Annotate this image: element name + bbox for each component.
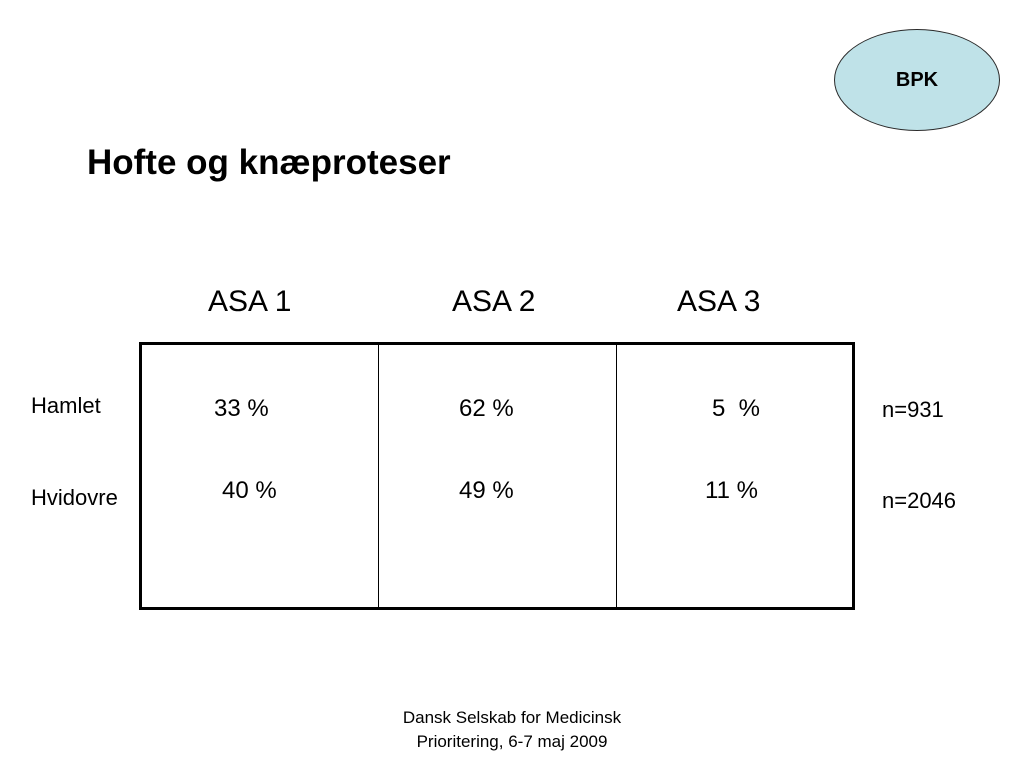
data-table-frame bbox=[139, 342, 855, 610]
sample-size-hvidovre: n=2046 bbox=[882, 488, 957, 513]
footer-line-2: Prioritering, 6-7 maj 2009 bbox=[416, 732, 608, 751]
slide-title: Hofte og knæproteser bbox=[87, 143, 451, 182]
cell-hamlet-asa-1: 33 % bbox=[214, 395, 269, 422]
cell-hvidovre-asa-1: 40 % bbox=[222, 477, 277, 504]
footer: Dansk Selskab for Medicinsk Prioritering… bbox=[312, 706, 712, 754]
column-header-asa-2: ASA 2 bbox=[452, 285, 536, 318]
bpk-badge: BPK bbox=[834, 29, 1000, 131]
row-label-hvidovre: Hvidovre bbox=[31, 485, 118, 510]
sample-size-hamlet: n=931 bbox=[882, 397, 944, 422]
column-header-asa-3: ASA 3 bbox=[677, 285, 761, 318]
footer-line-1: Dansk Selskab for Medicinsk bbox=[402, 708, 622, 727]
column-divider bbox=[616, 345, 617, 607]
cell-hamlet-asa-2: 62 % bbox=[459, 395, 514, 422]
column-header-asa-1: ASA 1 bbox=[208, 285, 292, 318]
column-divider bbox=[378, 345, 379, 607]
bpk-badge-label: BPK bbox=[895, 68, 939, 91]
cell-hamlet-asa-3: 5 % bbox=[712, 395, 761, 422]
cell-hvidovre-asa-2: 49 % bbox=[459, 477, 514, 504]
row-label-hamlet: Hamlet bbox=[31, 393, 101, 418]
cell-hvidovre-asa-3: 11 % bbox=[705, 477, 758, 504]
